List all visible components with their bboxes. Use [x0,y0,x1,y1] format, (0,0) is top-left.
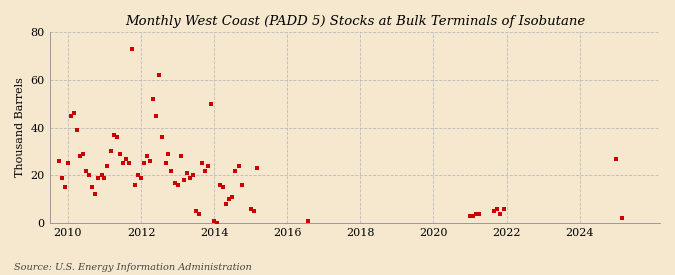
Point [65,113,76,118]
Point [138,161,149,166]
Point [184,175,195,180]
Point [495,211,506,216]
Text: Source: U.S. Energy Information Administration: Source: U.S. Energy Information Administ… [14,263,251,272]
Point [236,183,247,187]
Point [193,211,204,216]
Point [63,161,74,166]
Point [75,154,86,158]
Point [227,195,238,199]
Point [144,159,155,163]
Point [160,161,171,166]
Point [105,149,116,154]
Point [53,159,64,163]
Point [115,152,126,156]
Point [221,202,232,206]
Point [111,135,122,139]
Point [464,214,475,218]
Y-axis label: Thousand Barrels: Thousand Barrels [15,78,25,177]
Point [218,185,229,189]
Point [72,128,82,132]
Point [212,221,223,225]
Point [154,73,165,77]
Point [136,175,146,180]
Point [84,173,95,178]
Point [303,219,314,223]
Point [188,173,198,178]
Point [133,173,144,178]
Point [468,214,479,218]
Point [209,219,219,223]
Point [172,183,183,187]
Point [492,207,503,211]
Point [234,164,244,168]
Point [130,183,140,187]
Point [148,97,159,101]
Point [224,197,235,202]
Point [96,173,107,178]
Point [166,168,177,173]
Point [190,209,201,213]
Point [120,156,131,161]
Point [617,216,628,221]
Point [151,113,162,118]
Point [108,133,119,137]
Point [178,178,189,182]
Point [498,207,509,211]
Point [142,154,153,158]
Point [90,192,101,197]
Point [206,101,217,106]
Point [196,161,207,166]
Point [78,152,88,156]
Point [169,180,180,185]
Point [245,207,256,211]
Point [202,164,213,168]
Point [56,175,67,180]
Point [157,135,167,139]
Point [81,168,92,173]
Point [182,171,192,175]
Point [230,168,241,173]
Point [93,175,104,180]
Point [489,209,500,213]
Point [200,168,211,173]
Point [248,209,259,213]
Point [215,183,225,187]
Point [163,152,174,156]
Point [611,156,622,161]
Point [99,175,110,180]
Point [474,211,485,216]
Point [252,166,263,170]
Point [69,111,80,116]
Point [124,161,134,166]
Point [59,185,70,189]
Point [126,46,137,51]
Title: Monthly West Coast (PADD 5) Stocks at Bulk Terminals of Isobutane: Monthly West Coast (PADD 5) Stocks at Bu… [125,15,585,28]
Point [87,185,98,189]
Point [117,161,128,166]
Point [175,154,186,158]
Point [470,211,481,216]
Point [102,164,113,168]
